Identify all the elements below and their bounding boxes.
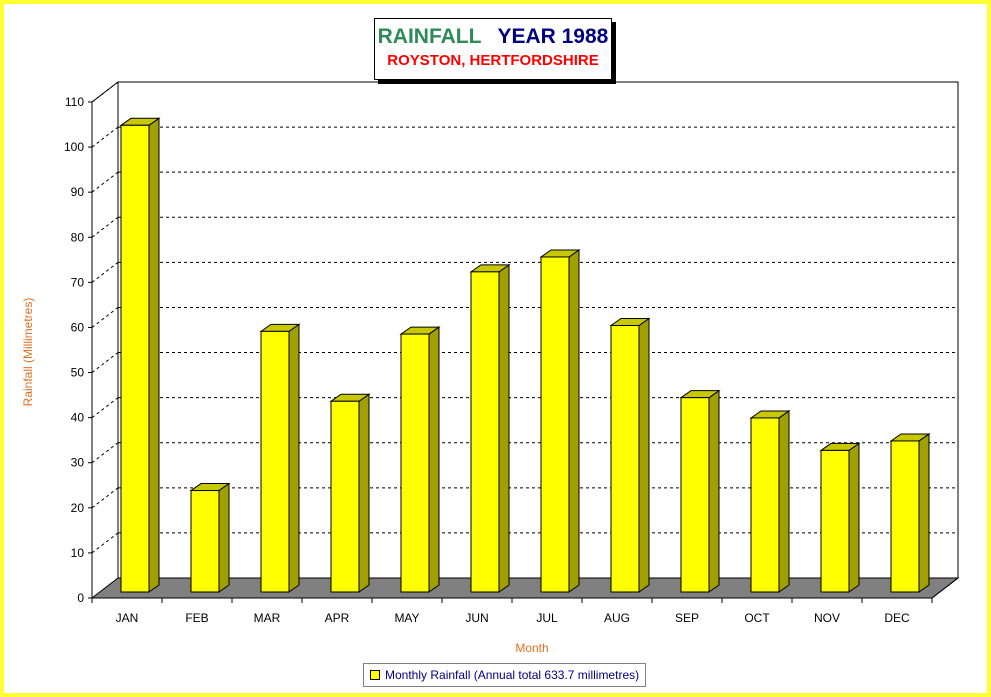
bar-face bbox=[680, 397, 710, 593]
bar-aug bbox=[609, 317, 651, 593]
bar-sep bbox=[679, 389, 721, 593]
bar-feb bbox=[189, 482, 231, 593]
x-tick-label-aug: AUG bbox=[604, 611, 630, 625]
bar-face bbox=[890, 440, 920, 593]
y-tick-label: 70 bbox=[71, 275, 85, 289]
bar-face bbox=[610, 325, 640, 593]
bar-face bbox=[540, 256, 570, 593]
legend: Monthly Rainfall (Annual total 633.7 mil… bbox=[363, 663, 647, 687]
bar-face bbox=[330, 400, 360, 593]
bar-nov bbox=[819, 442, 861, 593]
y-tick-label: 40 bbox=[71, 411, 85, 425]
x-tick-label-nov: NOV bbox=[814, 611, 840, 625]
x-tick-label-sep: SEP bbox=[675, 611, 699, 625]
grid-line-side bbox=[91, 126, 119, 148]
y-tick-label: 90 bbox=[71, 185, 85, 199]
y-axis-title: Rainfall (Millimetres) bbox=[21, 298, 35, 407]
bar-face bbox=[470, 271, 500, 593]
grid-line-side bbox=[91, 397, 119, 419]
x-tick-label-jun: JUN bbox=[465, 611, 488, 625]
x-tick-label-may: MAY bbox=[394, 611, 419, 625]
y-tick-label: 10 bbox=[71, 546, 85, 560]
bar-side bbox=[498, 263, 510, 593]
x-tick-label-mar: MAR bbox=[254, 611, 281, 625]
legend-label: Monthly Rainfall (Annual total 633.7 mil… bbox=[385, 668, 640, 682]
bar-may bbox=[399, 326, 441, 593]
y-tick-label: 20 bbox=[71, 501, 85, 515]
grid-line-side bbox=[91, 171, 119, 193]
chart-title: RAINFALL YEAR 1988 bbox=[375, 25, 611, 49]
grid-line-side bbox=[91, 442, 119, 464]
x-tick-label-jan: JAN bbox=[116, 611, 139, 625]
bar-side bbox=[918, 432, 930, 593]
plot-left-top-edge bbox=[91, 81, 119, 103]
bar-side bbox=[428, 326, 440, 593]
bar-jun bbox=[469, 263, 511, 593]
x-tick-label-dec: DEC bbox=[884, 611, 910, 625]
x-axis-right-edge bbox=[931, 577, 959, 599]
grid-line-side bbox=[91, 307, 119, 328]
bar-jul bbox=[539, 249, 581, 593]
x-tick-label-oct: OCT bbox=[744, 611, 770, 625]
x-axis-title: Month bbox=[515, 641, 548, 655]
chart-title-year: YEAR 1988 bbox=[497, 25, 609, 48]
grid-line-side bbox=[91, 532, 119, 554]
bar-apr bbox=[329, 393, 371, 593]
bar-side bbox=[708, 389, 720, 593]
bar-side bbox=[148, 117, 160, 593]
y-tick-label: 110 bbox=[65, 95, 84, 109]
bar-side bbox=[358, 393, 370, 593]
bar-face bbox=[120, 124, 150, 593]
grid-line-side bbox=[91, 261, 119, 283]
x-tick-label-feb: FEB bbox=[185, 611, 208, 625]
bar-side bbox=[778, 409, 790, 593]
bar-mar bbox=[259, 323, 301, 593]
chart-title-word: RAINFALL bbox=[377, 25, 482, 48]
legend-swatch bbox=[370, 670, 380, 680]
chart-title-box: RAINFALL YEAR 1988 ROYSTON, HERTFORDSHIRE bbox=[374, 18, 612, 80]
bar-face bbox=[260, 330, 290, 593]
grid-line-side bbox=[91, 216, 119, 238]
y-tick-label: 60 bbox=[71, 320, 85, 334]
bar-side bbox=[848, 442, 860, 593]
y-tick-label: 80 bbox=[71, 230, 85, 244]
bar-oct bbox=[749, 409, 791, 593]
chart-subtitle: ROYSTON, HERTFORDSHIRE bbox=[387, 52, 599, 69]
y-tick-label: 50 bbox=[71, 366, 85, 380]
bar-dec bbox=[889, 432, 931, 593]
y-tick-label: 30 bbox=[71, 456, 85, 470]
bar-side bbox=[288, 323, 300, 593]
x-tick-label-jul: JUL bbox=[536, 611, 558, 625]
grid-line-side bbox=[91, 487, 119, 509]
bar-face bbox=[750, 417, 780, 593]
bar-side bbox=[218, 482, 230, 593]
bar-face bbox=[820, 449, 850, 593]
grid-line-side bbox=[91, 352, 119, 373]
bar-face bbox=[190, 490, 220, 593]
bar-side bbox=[568, 249, 580, 593]
y-tick-label: 100 bbox=[64, 140, 84, 154]
y-tick-label: 0 bbox=[77, 591, 84, 605]
bar-face bbox=[400, 333, 430, 593]
x-tick-label-apr: APR bbox=[325, 611, 350, 625]
bar-jan bbox=[119, 117, 161, 593]
bar-side bbox=[638, 317, 650, 593]
